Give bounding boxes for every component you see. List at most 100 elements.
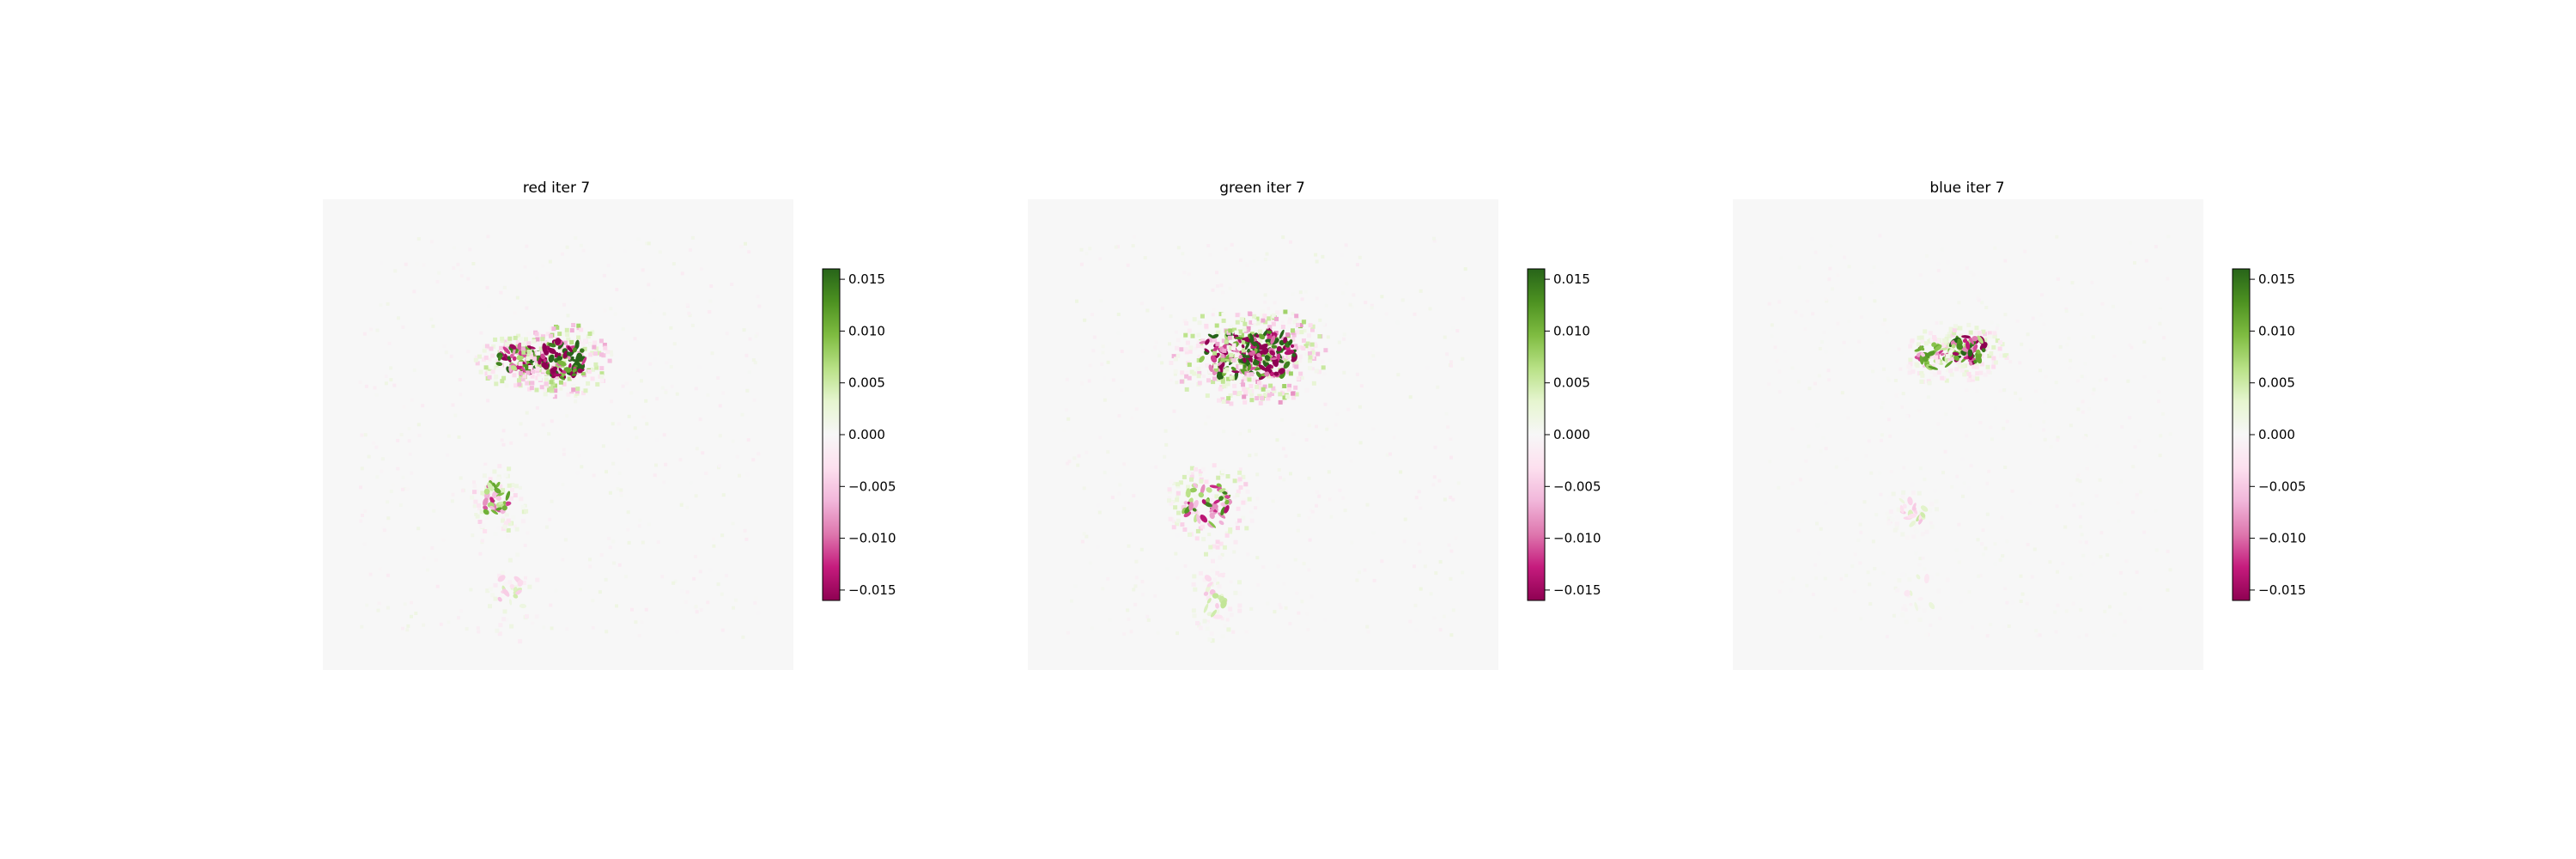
heatmap-cell [1917, 335, 1922, 340]
panel-title-green: green iter 7 [1219, 180, 1305, 197]
heatmap-cell [2040, 293, 2044, 297]
heatmap-cell [2028, 423, 2032, 428]
heatmap-cell [1163, 429, 1168, 433]
heatmap-cell [534, 362, 539, 368]
heatmap-cell [1188, 367, 1192, 371]
heatmap-cell [473, 357, 478, 362]
heatmap-cell [1859, 315, 1863, 320]
heatmap-cell [1197, 354, 1201, 358]
heatmap-cell [486, 399, 490, 403]
heatmap-cell [481, 356, 486, 362]
heatmap-cell [404, 262, 408, 266]
heatmap-cell [2137, 606, 2142, 611]
heatmap-cell [504, 342, 509, 347]
heatmap-cell [1203, 591, 1209, 596]
heatmap-cell [519, 337, 524, 342]
heatmap-cell [1229, 352, 1234, 357]
heatmap-cell [363, 509, 368, 513]
heatmap-cell [484, 485, 489, 490]
heatmap-cell [405, 628, 410, 632]
heatmap-cell [391, 483, 395, 487]
heatmap-cell [1097, 510, 1102, 515]
heatmap-cell [502, 346, 511, 355]
heatmap-cell [1413, 564, 1416, 569]
heatmap-cell [705, 271, 709, 275]
heatmap-cell [1291, 347, 1296, 352]
heatmap-cell [508, 599, 513, 606]
heatmap-cell [1899, 497, 1905, 504]
heatmap-cell [1302, 338, 1306, 343]
heatmap-cell [1207, 637, 1212, 642]
heatmap-cell [1289, 472, 1292, 476]
heatmap-cell [1929, 338, 1935, 343]
heatmap-cell [1927, 381, 1932, 386]
heatmap-cell [1204, 348, 1210, 353]
heatmap-cell [1969, 271, 1973, 274]
heatmap-cell [477, 503, 481, 508]
heatmap-cell [731, 521, 735, 526]
heatmap-cell [1192, 317, 1197, 322]
heatmap-cell [1160, 361, 1164, 365]
heatmap-cell [1345, 282, 1349, 286]
heatmap-cell [1380, 559, 1384, 564]
heatmap-cell [483, 465, 488, 469]
heatmap-cell [1885, 330, 1889, 334]
heatmap-cell [2049, 445, 2053, 449]
heatmap-cell [1429, 592, 1433, 596]
heatmap-cell [1213, 367, 1219, 372]
heatmap-cell [1908, 362, 1913, 367]
heatmap-cell [557, 332, 562, 337]
heatmap-cell [1299, 330, 1304, 335]
heatmap-cell [1456, 533, 1461, 536]
heatmap-cell [566, 337, 571, 342]
heatmap-cell [362, 332, 367, 336]
heatmap-cell [1196, 366, 1201, 371]
heatmap-cell [1326, 425, 1330, 430]
heatmap-cell [1991, 344, 1996, 350]
heatmap-cell [434, 558, 438, 562]
heatmap-cell [1157, 351, 1162, 356]
heatmap-cell [2004, 356, 2009, 360]
heatmap-cell [1116, 313, 1121, 316]
heatmap-cell [1242, 357, 1247, 363]
heatmap-cell [1197, 381, 1202, 386]
heatmap-cell [716, 582, 720, 587]
heatmap-cell [586, 381, 591, 386]
heatmap-cell [1249, 372, 1255, 377]
heatmap-cell [1902, 503, 1907, 509]
heatmap-cell [491, 344, 496, 349]
heatmap-cell [574, 399, 578, 404]
heatmap-cell [1893, 527, 1898, 533]
heatmap-cell [457, 616, 460, 620]
heatmap-cell [1129, 630, 1133, 634]
heatmap-cell [2108, 605, 2112, 609]
heatmap-cell [361, 514, 364, 517]
heatmap-cell [526, 354, 532, 358]
heatmap-cell [1335, 412, 1340, 416]
heatmap-cell [1212, 544, 1217, 549]
heatmap-cell [1824, 501, 1828, 505]
heatmap-cell [1301, 320, 1306, 325]
heatmap-cell [1929, 369, 1935, 375]
heatmap-cell [1176, 518, 1181, 523]
heatmap-cell [1888, 509, 1893, 515]
heatmap-cell [509, 583, 515, 589]
heatmap-cell [2064, 609, 2069, 613]
heatmap-cell [1175, 426, 1179, 430]
heatmap-cell [483, 509, 489, 515]
heatmap-cell [1297, 358, 1303, 363]
heatmap-cell [1434, 571, 1438, 576]
heatmap-cell [1163, 493, 1167, 497]
heatmap-cell [1318, 318, 1322, 322]
heatmap-cell [2026, 332, 2030, 337]
heatmap-cell [2081, 399, 2085, 404]
heatmap-cell [1234, 353, 1239, 358]
heatmap-cell [1294, 314, 1299, 319]
heatmap-cell [1176, 510, 1181, 515]
heatmap-cell [2154, 509, 2158, 513]
heatmap-cell [1288, 622, 1292, 625]
heatmap-cell [1252, 377, 1257, 382]
heatmap-cell [1231, 369, 1240, 374]
heatmap-cell [1291, 328, 1295, 333]
heatmap-cell [1807, 444, 1811, 448]
